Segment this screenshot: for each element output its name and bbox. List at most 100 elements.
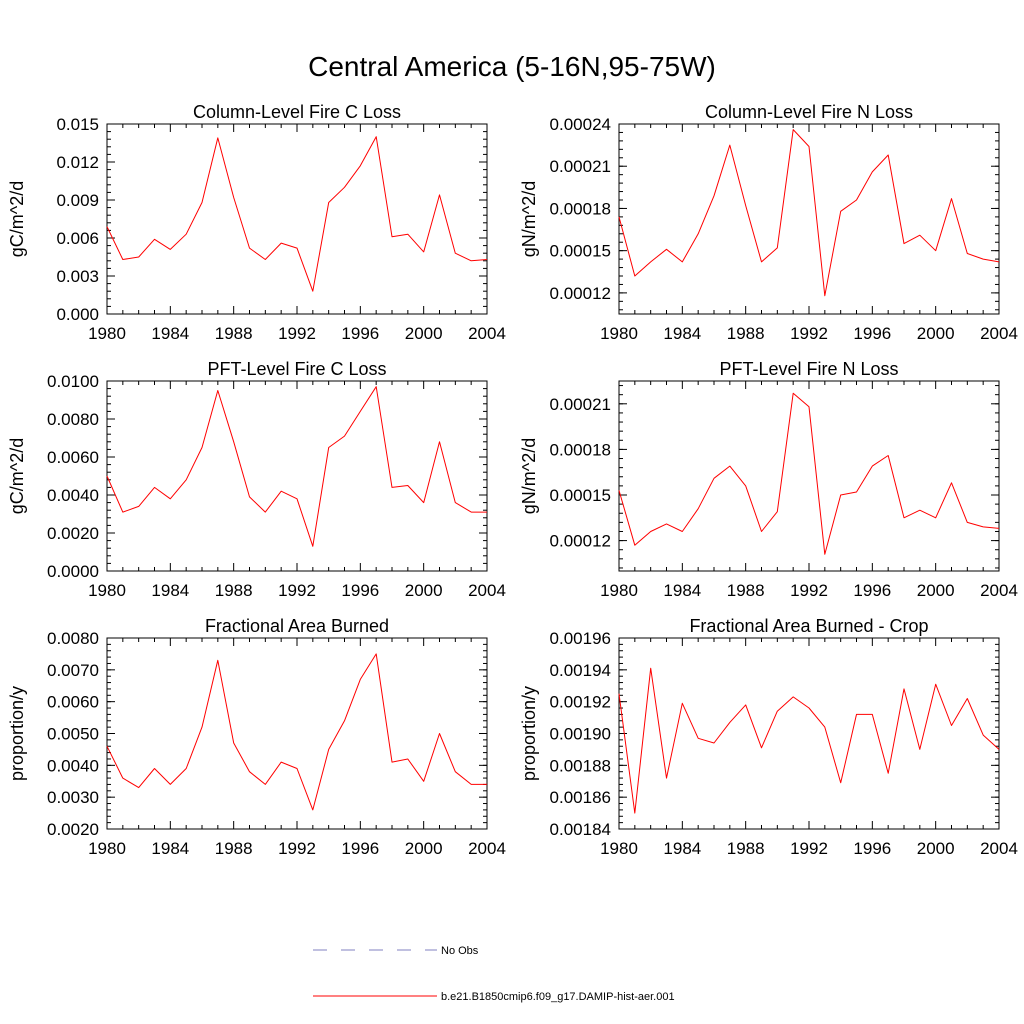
panel-4: PFT-Level Fire N Loss gN/m^2/d 1980 1984 198… <box>519 359 1018 600</box>
panel-title: Fractional Area Burned - Crop <box>689 616 928 636</box>
y-tick-label: 0.0040 <box>47 756 99 775</box>
x-tick-label: 1996 <box>853 581 891 600</box>
x-tick-label: 1984 <box>663 581 701 600</box>
y-tick-label: 0.015 <box>56 115 99 134</box>
y-tick-label: 0.00021 <box>550 157 611 176</box>
y-axis-label: gN/m^2/d <box>519 438 539 514</box>
x-tick-label: 1992 <box>278 324 316 343</box>
panel-title: PFT-Level Fire N Loss <box>719 359 898 379</box>
y-tick-label: 0.00012 <box>550 532 611 551</box>
y-tick-label: 0.0030 <box>47 788 99 807</box>
y-tick-label: 0.00021 <box>550 395 611 414</box>
y-tick-label: 0.0040 <box>47 486 99 505</box>
main-title: Central America (5-16N,95-75W) <box>308 51 716 82</box>
y-tick-label: 0.00184 <box>550 820 611 839</box>
x-tick-label: 1988 <box>727 581 765 600</box>
panel-3: PFT-Level Fire C Loss gC/m^2/d 1980 1984 198… <box>7 359 506 600</box>
panel-2: Column-Level Fire N Loss gN/m^2/d 1980 1984… <box>519 102 1018 343</box>
x-tick-label: 2000 <box>405 324 443 343</box>
y-tick-label: 0.00012 <box>550 284 611 303</box>
y-axis-label: gC/m^2/d <box>7 438 27 514</box>
y-tick-label: 0.00196 <box>550 629 611 648</box>
y-tick-label: 0.00194 <box>550 661 611 680</box>
y-tick-label: 0.006 <box>56 229 99 248</box>
x-tick-label: 1988 <box>727 839 765 858</box>
x-tick-label: 1996 <box>341 324 379 343</box>
legend: No Obs b.e21.B1850cmip6.f09_g17.DAMIP-hi… <box>313 945 675 1003</box>
panel-5: Fractional Area Burned proportion/y 1980 19… <box>7 616 506 858</box>
y-tick-label: 0.00018 <box>550 199 611 218</box>
y-axis-label: gN/m^2/d <box>519 181 539 257</box>
y-tick-label: 0.0080 <box>47 410 99 429</box>
y-tick-label: 0.009 <box>56 191 99 210</box>
x-tick-label: 2000 <box>405 839 443 858</box>
plot-frame <box>106 123 488 315</box>
x-tick-label: 1984 <box>663 324 701 343</box>
x-tick-label: 1988 <box>215 324 253 343</box>
y-tick-label: 0.0060 <box>47 448 99 467</box>
x-tick-label: 1996 <box>341 581 379 600</box>
legend-label-model: b.e21.B1850cmip6.f09_g17.DAMIP-hist-aer.… <box>441 991 675 1003</box>
series-line <box>618 129 1000 297</box>
y-axis-label: proportion/y <box>7 686 27 781</box>
y-axis-label: gC/m^2/d <box>7 181 27 257</box>
panel-title: Fractional Area Burned <box>205 616 389 636</box>
y-tick-label: 0.003 <box>56 267 99 286</box>
x-tick-label: 2000 <box>917 324 955 343</box>
y-tick-label: 0.0100 <box>47 372 99 391</box>
x-tick-label: 1980 <box>600 839 638 858</box>
y-tick-label: 0.00192 <box>550 693 611 712</box>
series-line <box>106 136 488 292</box>
x-tick-label: 1984 <box>663 839 701 858</box>
x-tick-label: 1988 <box>727 324 765 343</box>
x-tick-label: 2000 <box>917 581 955 600</box>
y-tick-label: 0.00186 <box>550 788 611 807</box>
plot-frame <box>106 637 488 830</box>
x-tick-label: 1996 <box>341 839 379 858</box>
y-tick-label: 0.00015 <box>550 486 611 505</box>
panel-1: Column-Level Fire C Loss gC/m^2/d 1980 1984… <box>7 102 506 343</box>
y-tick-label: 0.00190 <box>550 725 611 744</box>
y-axis-label: proportion/y <box>519 686 539 781</box>
x-tick-label: 1984 <box>151 839 189 858</box>
x-tick-label: 1988 <box>215 581 253 600</box>
panel-6: Fractional Area Burned - Crop proportion/… <box>519 616 1018 858</box>
x-tick-label: 1996 <box>853 324 891 343</box>
x-tick-label: 1992 <box>790 324 828 343</box>
y-tick-label: 0.00015 <box>550 242 611 261</box>
legend-label-no-obs: No Obs <box>441 945 479 957</box>
x-tick-label: 2004 <box>468 581 506 600</box>
x-tick-label: 2004 <box>980 839 1018 858</box>
x-tick-label: 1980 <box>88 324 126 343</box>
plot-frame <box>106 380 488 572</box>
x-tick-label: 2004 <box>468 324 506 343</box>
y-tick-label: 0.0020 <box>47 524 99 543</box>
x-tick-label: 1984 <box>151 581 189 600</box>
x-tick-label: 1980 <box>600 324 638 343</box>
y-tick-label: 0.000 <box>56 305 99 324</box>
series-line <box>618 392 1000 555</box>
x-tick-label: 2000 <box>405 581 443 600</box>
x-tick-label: 1992 <box>790 839 828 858</box>
y-tick-label: 0.00018 <box>550 440 611 459</box>
x-tick-label: 2004 <box>980 581 1018 600</box>
y-tick-label: 0.012 <box>56 153 99 172</box>
x-tick-label: 1980 <box>88 839 126 858</box>
x-tick-label: 1988 <box>215 839 253 858</box>
x-tick-label: 1992 <box>278 581 316 600</box>
x-tick-label: 1996 <box>853 839 891 858</box>
y-tick-label: 0.00024 <box>550 115 611 134</box>
y-tick-label: 0.00188 <box>550 756 611 775</box>
panels: Column-Level Fire C Loss gC/m^2/d 1980 1984… <box>7 102 1018 858</box>
y-tick-label: 0.0050 <box>47 725 99 744</box>
x-tick-label: 2004 <box>980 324 1018 343</box>
x-tick-label: 2004 <box>468 839 506 858</box>
series-line <box>618 667 1000 814</box>
series-line <box>106 386 487 547</box>
x-tick-label: 1980 <box>600 581 638 600</box>
y-tick-label: 0.0070 <box>47 661 99 680</box>
plot-frame <box>618 123 1000 315</box>
panel-title: Column-Level Fire C Loss <box>193 102 401 122</box>
panel-title: PFT-Level Fire C Loss <box>207 359 386 379</box>
